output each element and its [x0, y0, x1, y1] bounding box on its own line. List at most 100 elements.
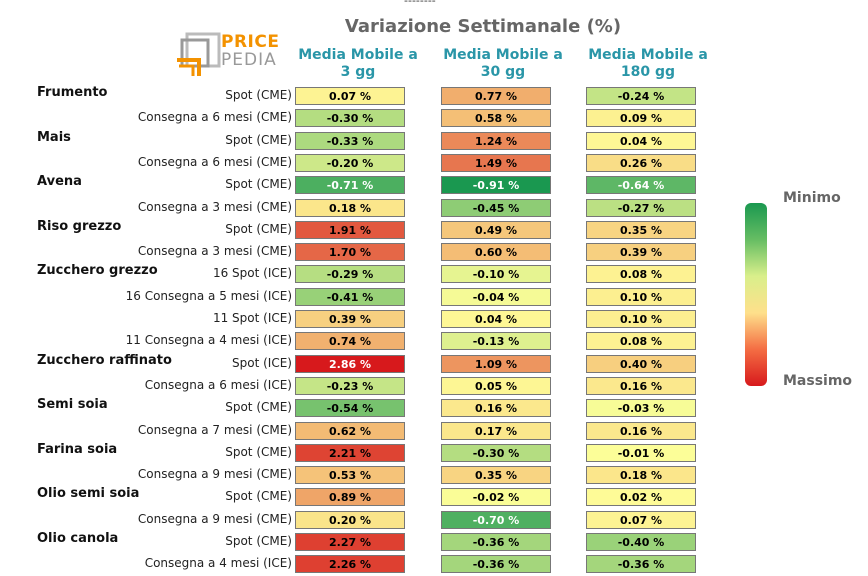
contract-label: 11 Consegna a 4 mesi (ICE) — [125, 333, 292, 348]
heatmap-cell: 0.08 % — [586, 265, 696, 284]
contract-label: Spot (CME) — [225, 88, 292, 102]
heatmap-cell: 0.04 % — [441, 310, 551, 328]
table-row: 11 Spot (ICE) 0.39 % 0.04 % 0.10 % — [0, 309, 868, 331]
table-row: Zucchero raffinato Spot (ICE) 2.86 % 1.09 %… — [0, 353, 868, 376]
contract-label: Consegna a 6 mesi (CME) — [137, 154, 292, 169]
table-row: Consegna a 4 mesi (ICE) 2.26 % -0.36 % -0.3… — [0, 554, 868, 576]
heatmap-cell: 0.39 % — [586, 243, 696, 262]
heatmap-cell: 0.39 % — [295, 310, 405, 328]
heatmap-cell: -0.91 % — [441, 176, 551, 195]
heatmap-cell: 1.09 % — [441, 354, 551, 373]
product-label: Zucchero grezzo — [37, 263, 158, 279]
heatmap-cell: 0.07 % — [586, 510, 696, 529]
heatmap-cell: 0.10 % — [586, 287, 696, 306]
heatmap-cell: 0.17 % — [441, 421, 551, 440]
heatmap-cell: 0.40 % — [586, 354, 696, 373]
heatmap-cell: -0.02 % — [441, 488, 551, 507]
contract-label: Consegna a 9 mesi (CME) — [137, 467, 292, 482]
heatmap-cell: 0.04 % — [586, 131, 696, 150]
heatmap-cell: 1.91 % — [295, 220, 405, 239]
contract-label: Spot (CME) — [225, 489, 292, 504]
contract-label: 16 Consegna a 5 mesi (ICE) — [125, 288, 292, 303]
table-row: 16 Consegna a 5 mesi (ICE) -0.41 % -0.04 %… — [0, 287, 868, 309]
heatmap-cell: 0.60 % — [441, 243, 551, 262]
heatmap-cell: -0.36 % — [441, 533, 551, 551]
heatmap-cell: 2.86 % — [295, 354, 405, 373]
contract-label: Consegna a 3 mesi (CME) — [137, 199, 292, 214]
heatmap-cell: -0.27 % — [586, 198, 696, 217]
heatmap-cell: 0.02 % — [586, 488, 696, 507]
product-label: Olio canola — [37, 531, 119, 546]
heatmap-cell: -0.70 % — [441, 510, 551, 529]
table-row: Consegna a 3 mesi (CME) 0.18 % -0.45 % -0.2… — [0, 198, 868, 220]
heatmap-cell: -0.45 % — [441, 198, 551, 217]
contract-label: Spot (ICE) — [232, 355, 292, 370]
contract-label: Spot (CME) — [225, 177, 292, 192]
column-header-180gg: Media Mobile a 180 gg — [588, 47, 708, 80]
column-header-30gg: Media Mobile a 30 gg — [443, 47, 563, 80]
heatmap-cell: 0.09 % — [586, 109, 696, 128]
table-row: Frumento Spot (CME) 0.07 % 0.77 % -0.24 % — [0, 85, 868, 108]
heatmap-cell: 0.18 % — [586, 466, 696, 485]
heatmap-cell: 0.08 % — [586, 332, 696, 351]
heatmap-cell: 2.21 % — [295, 443, 405, 462]
heatmap-cell: -0.64 % — [586, 176, 696, 195]
contract-label: Spot (CME) — [225, 534, 292, 548]
top-marker: -------- — [404, 0, 436, 7]
contract-label: Consegna a 3 mesi (CME) — [137, 244, 292, 259]
table-row: Olio semi soia Spot (CME) 0.89 % -0.02 % 0.0… — [0, 486, 868, 509]
heatmap-cell: 0.62 % — [295, 421, 405, 440]
heatmap-cell: 0.77 % — [441, 87, 551, 105]
heatmap-cell: -0.71 % — [295, 176, 405, 195]
heatmap-cell: -0.03 % — [586, 399, 696, 418]
table-row: Zucchero grezzo 16 Spot (ICE) -0.29 % -0.10… — [0, 263, 868, 286]
logo-mark-icon — [177, 32, 221, 76]
heatmap-cell: 0.10 % — [586, 310, 696, 328]
logo-text-price: PRICE — [221, 32, 280, 52]
heatmap-cell: -0.10 % — [441, 265, 551, 284]
table-row: Farina soia Spot (CME) 2.21 % -0.30 % -0.01 … — [0, 441, 868, 465]
heatmap-cell: -0.29 % — [295, 265, 405, 284]
contract-label: Consegna a 6 mesi (CME) — [137, 110, 292, 125]
heatmap-cell: -0.41 % — [295, 287, 405, 306]
heatmap-cell: -0.23 % — [295, 376, 405, 395]
product-label: Riso grezzo — [37, 218, 122, 234]
table-row: Avena Spot (CME) -0.71 % -0.91 % -0.64 % — [0, 174, 868, 197]
heatmap-cell: 0.26 % — [586, 153, 696, 172]
product-label: Farina soia — [37, 441, 118, 457]
table-row: Mais Spot (CME) -0.33 % 1.24 % 0.04 % — [0, 129, 868, 153]
heatmap-cell: 1.24 % — [441, 131, 551, 150]
heatmap-cell: -0.33 % — [295, 131, 405, 150]
heatmap-cell: 0.20 % — [295, 510, 405, 529]
legend-min-label: Minimo — [783, 190, 841, 206]
contract-label: Consegna a 4 mesi (ICE) — [144, 556, 292, 571]
table-row: Olio canola Spot (CME) 2.27 % -0.36 % -0.40 … — [0, 531, 868, 554]
heatmap-cell: 1.70 % — [295, 243, 405, 262]
heatmap-cell: -0.30 % — [441, 443, 551, 462]
heatmap-cell: -0.24 % — [586, 87, 696, 105]
heatmap-cell: 0.35 % — [441, 466, 551, 485]
heatmap-cell: 0.74 % — [295, 332, 405, 351]
heatmap-cell: 1.49 % — [441, 153, 551, 172]
heatmap-cell: 0.16 % — [586, 376, 696, 395]
heatmap-cell: 0.05 % — [441, 376, 551, 395]
heatmap-cell: -0.04 % — [441, 287, 551, 306]
legend-color-bar — [745, 203, 767, 386]
contract-label: Spot (CME) — [225, 400, 292, 415]
heatmap-cell: -0.13 % — [441, 332, 551, 351]
table-row: Consegna a 9 mesi (CME) 0.20 % -0.70 % 0.07… — [0, 510, 868, 532]
pricepedia-logo: PRICE PEDIA — [177, 32, 280, 76]
heatmap-cell: 2.26 % — [295, 555, 405, 574]
heatmap-cell: 0.89 % — [295, 488, 405, 507]
contract-label: Spot (CME) — [225, 221, 292, 236]
product-label: Mais — [37, 129, 71, 145]
heatmap-cell: 0.53 % — [295, 466, 405, 485]
logo-text-pedia: PEDIA — [221, 50, 277, 70]
heatmap-cell: -0.30 % — [295, 109, 405, 128]
product-label: Olio semi soia — [37, 486, 140, 502]
heatmap-cell: -0.20 % — [295, 153, 405, 172]
table-row: Consegna a 6 mesi (CME) -0.30 % 0.58 % 0.09… — [0, 108, 868, 130]
contract-label: Spot (CME) — [225, 444, 292, 459]
heatmap-cell: 0.16 % — [586, 421, 696, 440]
heatmap-cell: 2.27 % — [295, 533, 405, 551]
